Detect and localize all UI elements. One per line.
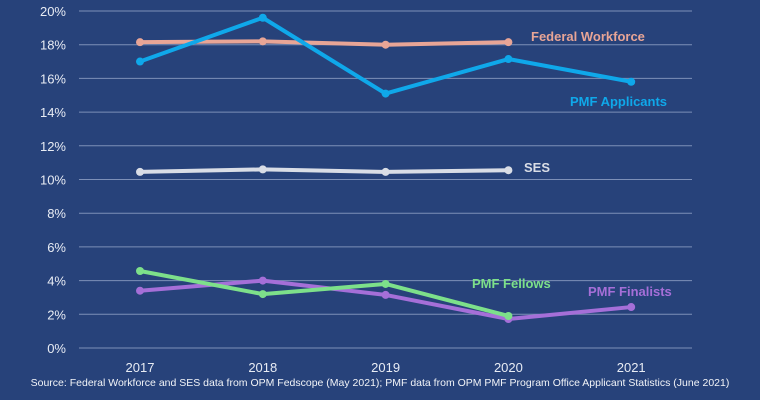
x-tick-label: 2018: [248, 360, 277, 375]
series-line: [139, 167, 509, 174]
y-tick-label: 14%: [40, 105, 66, 120]
y-tick-label: 6%: [47, 240, 66, 255]
data-point: [258, 165, 267, 174]
data-point: [504, 311, 513, 320]
y-tick-label: 16%: [40, 71, 66, 86]
y-tick-label: 12%: [40, 139, 66, 154]
series-label: PMF Applicants: [570, 94, 667, 109]
y-tick-label: 20%: [40, 4, 66, 19]
y-tick-label: 4%: [47, 274, 66, 289]
y-tick-label: 10%: [40, 173, 66, 188]
y-tick-label: 8%: [47, 206, 66, 221]
x-tick-label: 2020: [494, 360, 523, 375]
data-point: [504, 38, 513, 47]
x-tick-label: 2019: [371, 360, 400, 375]
source-note: Source: Federal Workforce and SES data f…: [30, 377, 730, 389]
data-point: [258, 290, 267, 299]
data-point: [136, 38, 144, 47]
data-point: [258, 37, 267, 46]
data-point: [258, 13, 267, 22]
y-tick-label: 0%: [47, 341, 66, 356]
series-label: PMF Fellows: [472, 276, 551, 291]
data-point: [504, 166, 513, 175]
y-tick-label: 18%: [40, 38, 66, 53]
data-point: [627, 77, 636, 86]
data-point: [136, 57, 144, 66]
data-point: [381, 279, 390, 288]
series-label: SES: [524, 160, 550, 175]
y-tick-label: 2%: [47, 307, 66, 322]
data-point: [627, 303, 636, 312]
data-point: [381, 40, 390, 49]
data-point: [136, 266, 144, 275]
data-point: [381, 290, 390, 299]
series-label: PMF Finalists: [588, 284, 672, 299]
data-point: [504, 55, 513, 64]
data-point: [136, 286, 144, 295]
x-tick-label: 2021: [617, 360, 646, 375]
data-point: [381, 89, 390, 98]
x-tick-label: 2017: [126, 360, 155, 375]
data-point: [381, 167, 390, 176]
series-line: [139, 269, 509, 318]
data-point: [258, 276, 267, 285]
series-label: Federal Workforce: [531, 29, 645, 44]
data-point: [136, 167, 144, 176]
